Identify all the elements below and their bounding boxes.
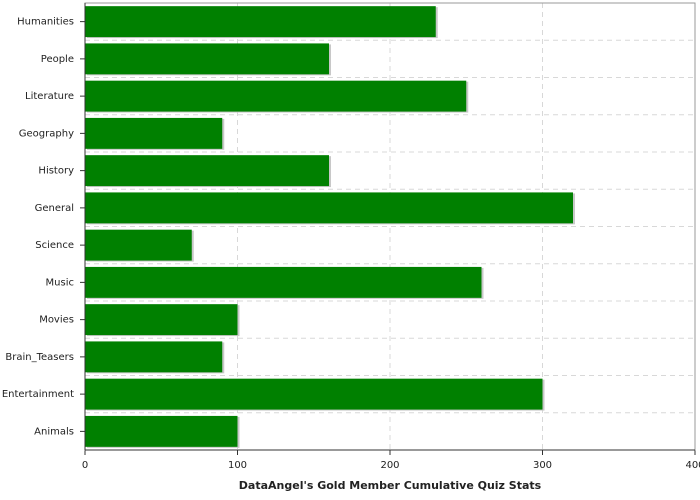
bar	[85, 266, 482, 298]
y-tick-label: Geography	[19, 128, 74, 139]
y-tick-label: People	[41, 54, 74, 65]
y-tick-label: Humanities	[17, 17, 74, 28]
y-tick-label: Literature	[25, 91, 74, 102]
y-tick-label: History	[38, 166, 74, 177]
bar	[85, 304, 238, 336]
x-tick-label: 300	[533, 460, 552, 471]
x-tick-label: 100	[228, 460, 247, 471]
x-axis-label: DataAngel's Gold Member Cumulative Quiz …	[239, 479, 542, 492]
bar	[85, 6, 436, 38]
bar	[85, 229, 192, 261]
bar	[85, 341, 223, 373]
bar	[85, 117, 223, 149]
bar	[85, 378, 543, 410]
y-tick-label: Brain_Teasers	[5, 352, 74, 363]
y-tick-label: Entertainment	[2, 389, 74, 400]
x-tick-label: 0	[82, 460, 88, 471]
bar	[85, 192, 573, 224]
bar	[85, 80, 467, 112]
y-tick-label: Science	[35, 240, 74, 251]
x-tick-label: 400	[685, 460, 700, 471]
y-tick-label: Movies	[39, 315, 74, 326]
y-tick-label: Animals	[34, 426, 74, 437]
bar	[85, 155, 329, 187]
y-tick-label: General	[35, 203, 74, 214]
y-tick-label: Music	[46, 277, 74, 288]
x-tick-label: 200	[380, 460, 399, 471]
bar	[85, 415, 238, 447]
bar	[85, 43, 329, 75]
